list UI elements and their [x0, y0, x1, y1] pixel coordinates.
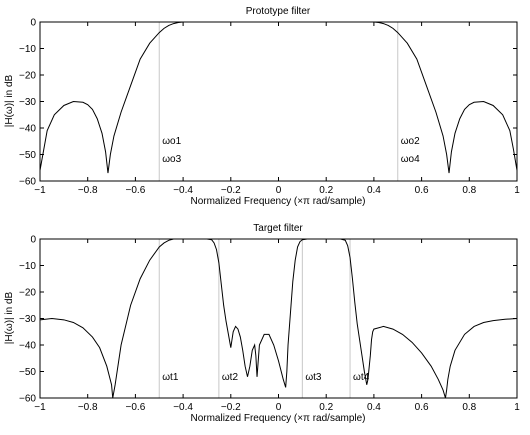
x-tick-label: 0.6 [415, 185, 429, 196]
plot-title: Target filter [253, 223, 303, 234]
y-axis-label: |H(ω)| in dB [4, 291, 15, 344]
x-tick-label: 0.2 [319, 402, 333, 413]
x-tick-label: −0.2 [221, 402, 241, 413]
x-tick-label: 0.6 [415, 402, 429, 413]
x-tick-label: 0.4 [367, 185, 381, 196]
target-filter-plot: Target filter Normalized Frequency (×π r… [4, 223, 520, 424]
magnitude-response-line [39, 238, 518, 399]
x-tick-label: −0.4 [173, 185, 193, 196]
y-tick-label: −50 [19, 150, 36, 161]
y-tick-label: −20 [19, 288, 36, 299]
x-axis-label: Normalized Frequency (×π rad/sample) [190, 196, 365, 207]
marker-annotation: ωt1 [162, 372, 179, 383]
marker-annotation: ωt3 [305, 372, 322, 383]
y-tick-label: −10 [19, 261, 36, 272]
x-tick-label: −1 [34, 185, 46, 196]
x-tick-label: 0.4 [367, 402, 381, 413]
x-tick-label: 1 [514, 402, 520, 413]
prototype-filter-plot: Prototype filter Normalized Frequency (×… [4, 6, 520, 207]
x-tick-label: −0.4 [173, 402, 193, 413]
marker-annotation: ωo3 [162, 154, 181, 165]
x-tick-label: 0 [276, 402, 282, 413]
y-tick-label: −50 [19, 367, 36, 378]
axes-box [39, 238, 518, 399]
y-tick-label: 0 [30, 235, 36, 246]
y-tick-label: −10 [19, 44, 36, 55]
marker-annotation: ωo1 [162, 136, 181, 147]
x-tick-label: −0.6 [126, 402, 146, 413]
x-tick-label: −0.2 [221, 185, 241, 196]
x-tick-label: −0.8 [78, 402, 98, 413]
x-tick-label: 0 [276, 185, 282, 196]
y-tick-label: 0 [30, 18, 36, 29]
y-tick-label: −60 [19, 394, 36, 405]
x-tick-label: −0.6 [126, 185, 146, 196]
y-axis-label: |H(ω)| in dB [4, 74, 15, 127]
x-tick-label: 0.8 [462, 185, 476, 196]
marker-annotation: ωt4 [353, 372, 370, 383]
axes-box [39, 21, 518, 182]
y-tick-label: −20 [19, 71, 36, 82]
x-axis-label: Normalized Frequency (×π rad/sample) [190, 413, 365, 424]
x-tick-label: 1 [514, 185, 520, 196]
y-tick-label: −40 [19, 124, 36, 135]
magnitude-response-line [39, 21, 518, 174]
y-tick-label: −30 [19, 97, 36, 108]
y-tick-label: −30 [19, 314, 36, 325]
marker-annotation: ωo2 [401, 136, 420, 147]
marker-annotation: ωt2 [222, 372, 239, 383]
x-tick-label: 0.8 [462, 402, 476, 413]
y-tick-label: −40 [19, 341, 36, 352]
marker-annotation: ωo4 [401, 154, 420, 165]
x-tick-label: −0.8 [78, 185, 98, 196]
y-tick-label: −60 [19, 177, 36, 188]
plot-title: Prototype filter [246, 6, 311, 17]
x-tick-label: 0.2 [319, 185, 333, 196]
x-tick-label: −1 [34, 402, 46, 413]
